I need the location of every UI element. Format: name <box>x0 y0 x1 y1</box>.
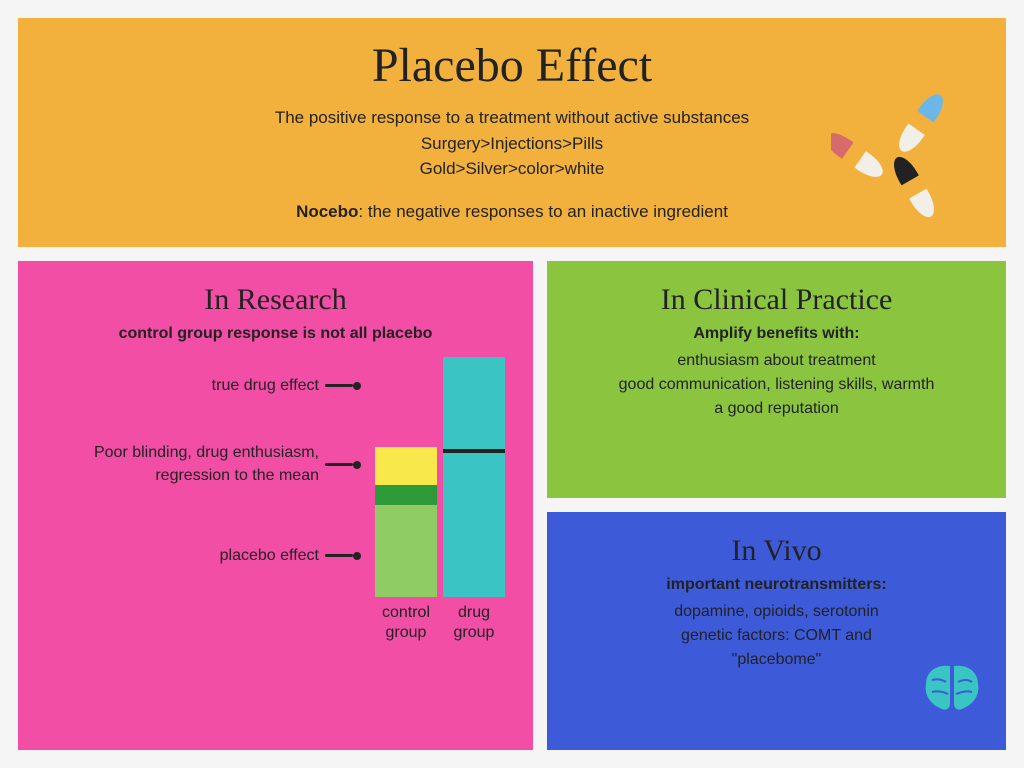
header-line-3: Gold>Silver>color>white <box>58 156 966 182</box>
header-line-1: The positive response to a treatment wit… <box>58 105 966 131</box>
research-subtitle: control group response is not all placeb… <box>46 325 505 343</box>
lower-row: In Research control group response is no… <box>18 261 1006 751</box>
vivo-subtitle: important neurotransmitters: <box>575 576 978 594</box>
research-title: In Research <box>46 283 505 317</box>
bar-x-labels: control group drug group <box>375 603 505 645</box>
header-line-2: Surgery>Injections>Pills <box>58 131 966 157</box>
vivo-body: dopamine, opioids, serotoningenetic fact… <box>575 600 978 672</box>
chart-labels-col: true drug effect Poor blinding, drug ent… <box>46 357 365 645</box>
label-confound-text: Poor blinding, drug enthusiasm, regressi… <box>46 442 319 487</box>
clinical-subtitle: Amplify benefits with: <box>575 325 978 343</box>
header-panel: Placebo Effect The positive response to … <box>18 18 1006 247</box>
vivo-title: In Vivo <box>575 534 978 568</box>
pills-icon <box>831 93 971 223</box>
label-true-drug-text: true drug effect <box>212 377 319 395</box>
page-title: Placebo Effect <box>58 38 966 93</box>
pills-illustration <box>831 93 971 223</box>
label-placebo-text: placebo effect <box>220 547 319 565</box>
nocebo-line: Nocebo: the negative responses to an ina… <box>58 202 966 222</box>
nocebo-text: : the negative responses to an inactive … <box>358 202 728 221</box>
xlabel-drug: drug group <box>443 603 505 645</box>
research-panel: In Research control group response is no… <box>18 261 533 751</box>
bar-control-group <box>375 447 437 597</box>
nocebo-label: Nocebo <box>296 202 358 221</box>
bar-drug-group <box>443 357 505 597</box>
brain-icon <box>920 660 984 718</box>
chart-bars-wrap: control group drug group <box>375 357 505 645</box>
arrow-icon <box>325 382 361 390</box>
clinical-body: enthusiasm about treatmentgood communica… <box>575 349 978 421</box>
label-placebo: placebo effect <box>46 515 361 597</box>
label-confound: Poor blinding, drug enthusiasm, regressi… <box>46 415 361 515</box>
right-column: In Clinical Practice Amplify benefits wi… <box>547 261 1006 751</box>
arrow-icon <box>325 461 361 469</box>
arrow-icon <box>325 552 361 560</box>
clinical-panel: In Clinical Practice Amplify benefits wi… <box>547 261 1006 499</box>
infographic-container: Placebo Effect The positive response to … <box>18 18 1006 750</box>
clinical-title: In Clinical Practice <box>575 283 978 317</box>
xlabel-control: control group <box>375 603 437 645</box>
label-true-drug: true drug effect <box>46 357 361 415</box>
vivo-panel: In Vivo important neurotransmitters: dop… <box>547 512 1006 750</box>
chart-bars <box>375 357 505 597</box>
research-chart: true drug effect Poor blinding, drug ent… <box>46 357 505 645</box>
